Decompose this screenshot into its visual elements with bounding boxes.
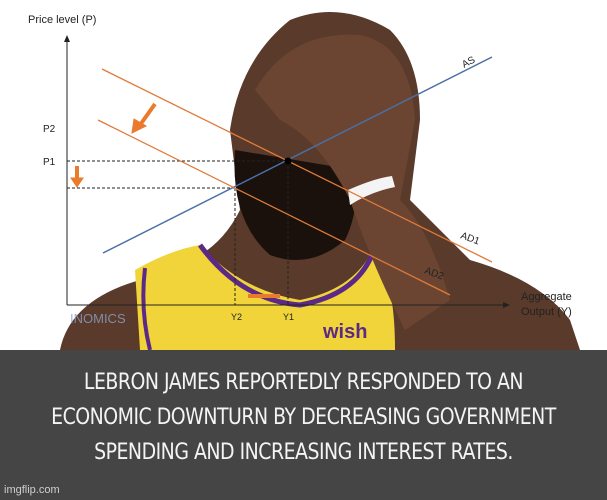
caption-line-2: ECONOMIC DOWNTURN BY DECREASING GOVERNME… [51, 405, 556, 430]
as-curve [102, 56, 493, 254]
p1-label: P1 [43, 157, 56, 168]
caption-panel: LEBRON JAMES REPORTEDLY RESPONDED TO AN … [0, 350, 607, 500]
x-axis-label-1: Aggregate [521, 291, 572, 303]
ad-shift-arrowhead-icon [131, 118, 148, 134]
ad1-label: AD1 [459, 230, 481, 247]
shift-arrows [70, 102, 280, 298]
y-axis-label: Price level (P) [28, 14, 96, 26]
meme-image: wish Price level (P) Aggregate Output (Y… [28, 12, 580, 350]
ad1-curve [101, 68, 493, 263]
p2-label: P2 [43, 124, 56, 135]
price-down-arrowhead-icon [70, 177, 84, 188]
x-axis-arrow-icon [503, 302, 510, 308]
as-label: AS [460, 55, 477, 71]
watermark: imgflip.com [4, 484, 60, 496]
caption-line-3: SPENDING AND INCREASING INTEREST RATES. [94, 440, 513, 465]
caption-line-1: LEBRON JAMES REPORTEDLY RESPONDED TO AN [83, 370, 524, 395]
y2-label: Y2 [231, 312, 242, 322]
person-photo: wish [60, 12, 580, 350]
x-axis-label-2: Output (Y) [521, 306, 572, 318]
ad2-curve [97, 119, 451, 296]
jersey-text: wish [322, 321, 367, 343]
y1-label: Y1 [283, 312, 294, 322]
equilibrium-point [284, 157, 292, 165]
ad-shift-arrow-icon [138, 102, 157, 127]
y-axis-arrow-icon [64, 35, 70, 42]
ad-as-diagram: Price level (P) Aggregate Output (Y) P2 … [28, 14, 572, 326]
inomics-logo: INOMICS [70, 311, 126, 326]
